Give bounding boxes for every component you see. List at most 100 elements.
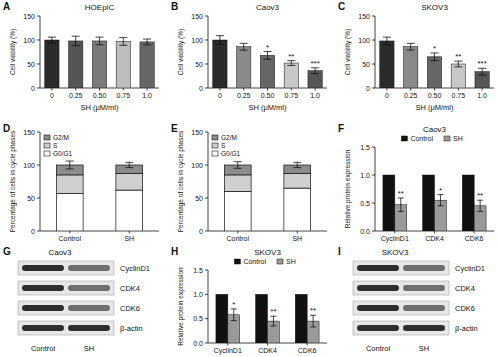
y-tick-label: 150 bbox=[23, 129, 35, 136]
blot-band bbox=[357, 305, 399, 311]
error-line bbox=[297, 162, 298, 167]
chart-title: Caov3 bbox=[423, 125, 447, 134]
bar-segment bbox=[116, 190, 143, 231]
lane-label: Control bbox=[31, 344, 56, 353]
error-cap bbox=[72, 45, 80, 46]
y-tick bbox=[372, 88, 375, 89]
error-line bbox=[434, 53, 435, 61]
error-cap bbox=[293, 162, 301, 163]
x-tick-label: 0.25 bbox=[237, 92, 251, 99]
y-tick bbox=[205, 165, 208, 166]
error-bar bbox=[293, 162, 301, 167]
bar bbox=[92, 41, 106, 88]
error-line bbox=[313, 315, 314, 327]
significance: ** bbox=[455, 52, 461, 61]
error-line bbox=[123, 38, 124, 46]
error-line bbox=[440, 195, 441, 206]
legend-label: G0/G1 bbox=[221, 150, 241, 157]
legend-swatch bbox=[234, 259, 240, 264]
y-tick bbox=[372, 203, 375, 204]
band-label: CDK6 bbox=[455, 304, 475, 313]
error-cap bbox=[478, 75, 486, 76]
x-tick-label: 1.0 bbox=[142, 92, 152, 99]
error-cap bbox=[96, 44, 104, 45]
lane-label: SH bbox=[84, 344, 94, 353]
blot-band bbox=[68, 265, 110, 271]
error-bar bbox=[398, 198, 404, 211]
chart-title: HOEpiC bbox=[85, 3, 115, 12]
legend-label: Control bbox=[243, 258, 266, 265]
y-tick bbox=[37, 231, 40, 232]
x-tick-label: 0.25 bbox=[69, 92, 83, 99]
y-tick bbox=[372, 64, 375, 65]
error-bar bbox=[231, 309, 237, 321]
y-tick-label: 50 bbox=[27, 195, 35, 202]
y-tick-label: 0.0 bbox=[193, 340, 203, 347]
chart-title: SKOV3 bbox=[421, 3, 448, 12]
marks bbox=[383, 175, 486, 231]
x-tick-label: 0 bbox=[50, 92, 54, 99]
y-tick bbox=[37, 132, 40, 133]
legend-label: Control bbox=[410, 135, 433, 142]
x-tick-label: 0.75 bbox=[451, 92, 465, 99]
bar bbox=[284, 63, 298, 88]
lane-label: SH bbox=[419, 344, 429, 353]
y-tick-label: 1.0 bbox=[360, 172, 370, 179]
blot-band bbox=[403, 305, 445, 311]
y-axis-label: Relative protein expression bbox=[177, 267, 185, 346]
y-tick-label: 50 bbox=[27, 61, 35, 68]
significance: *** bbox=[310, 59, 319, 68]
y-tick bbox=[37, 40, 40, 41]
y-axis bbox=[208, 132, 209, 231]
blot-band bbox=[68, 305, 110, 311]
x-tick bbox=[75, 88, 76, 91]
y-tick-label: 0.5 bbox=[360, 200, 370, 207]
labels: ***** bbox=[232, 300, 316, 316]
band-label: CDK4 bbox=[455, 284, 475, 293]
blot-band bbox=[22, 265, 64, 271]
panel-letter: H bbox=[171, 246, 178, 257]
y-axis bbox=[208, 270, 209, 343]
legend-label: SH bbox=[453, 135, 463, 142]
error-cap bbox=[311, 73, 319, 74]
blot-band bbox=[357, 325, 399, 331]
error-bar bbox=[96, 37, 104, 45]
legend: Control SH bbox=[401, 135, 462, 142]
x-tick bbox=[147, 88, 148, 91]
x-tick bbox=[386, 88, 387, 91]
y-axis bbox=[208, 16, 209, 88]
panel-letter: I bbox=[338, 246, 341, 257]
blot-band bbox=[22, 285, 64, 291]
error-line bbox=[482, 68, 483, 75]
y-tick-label: 1.0 bbox=[193, 291, 203, 298]
x-tick-label: 0.75 bbox=[116, 92, 130, 99]
panel: BCaov3050100150Cell viability (%)SH (μM/… bbox=[171, 1, 327, 112]
bar-segment bbox=[284, 188, 311, 231]
blot-band bbox=[403, 325, 445, 331]
x-tick bbox=[129, 231, 130, 234]
panel-letter: C bbox=[338, 1, 345, 12]
legend-swatch bbox=[444, 136, 450, 141]
bar-segment bbox=[116, 174, 143, 191]
x-tick-label: 0.50 bbox=[261, 92, 275, 99]
y-axis bbox=[40, 132, 41, 231]
error-cap bbox=[287, 65, 295, 66]
error-line bbox=[233, 309, 234, 321]
error-cap bbox=[125, 167, 133, 168]
error-cap bbox=[119, 37, 127, 38]
marks bbox=[216, 294, 319, 343]
y-tick bbox=[372, 40, 375, 41]
error-bar bbox=[407, 43, 415, 50]
error-cap bbox=[264, 59, 272, 60]
x-axis-label: SH (μM/ml) bbox=[248, 103, 287, 112]
x-tick-label: 0 bbox=[385, 92, 389, 99]
panel-letter: F bbox=[338, 123, 344, 134]
bar-segment bbox=[224, 191, 251, 231]
error-bar bbox=[383, 37, 391, 45]
x-tick bbox=[69, 231, 70, 234]
x-axis-label: SH (μM/ml) bbox=[80, 103, 119, 112]
y-tick bbox=[205, 294, 208, 295]
x-tick bbox=[123, 88, 124, 91]
error-line bbox=[147, 39, 148, 45]
y-tick-label: 150 bbox=[358, 13, 370, 20]
